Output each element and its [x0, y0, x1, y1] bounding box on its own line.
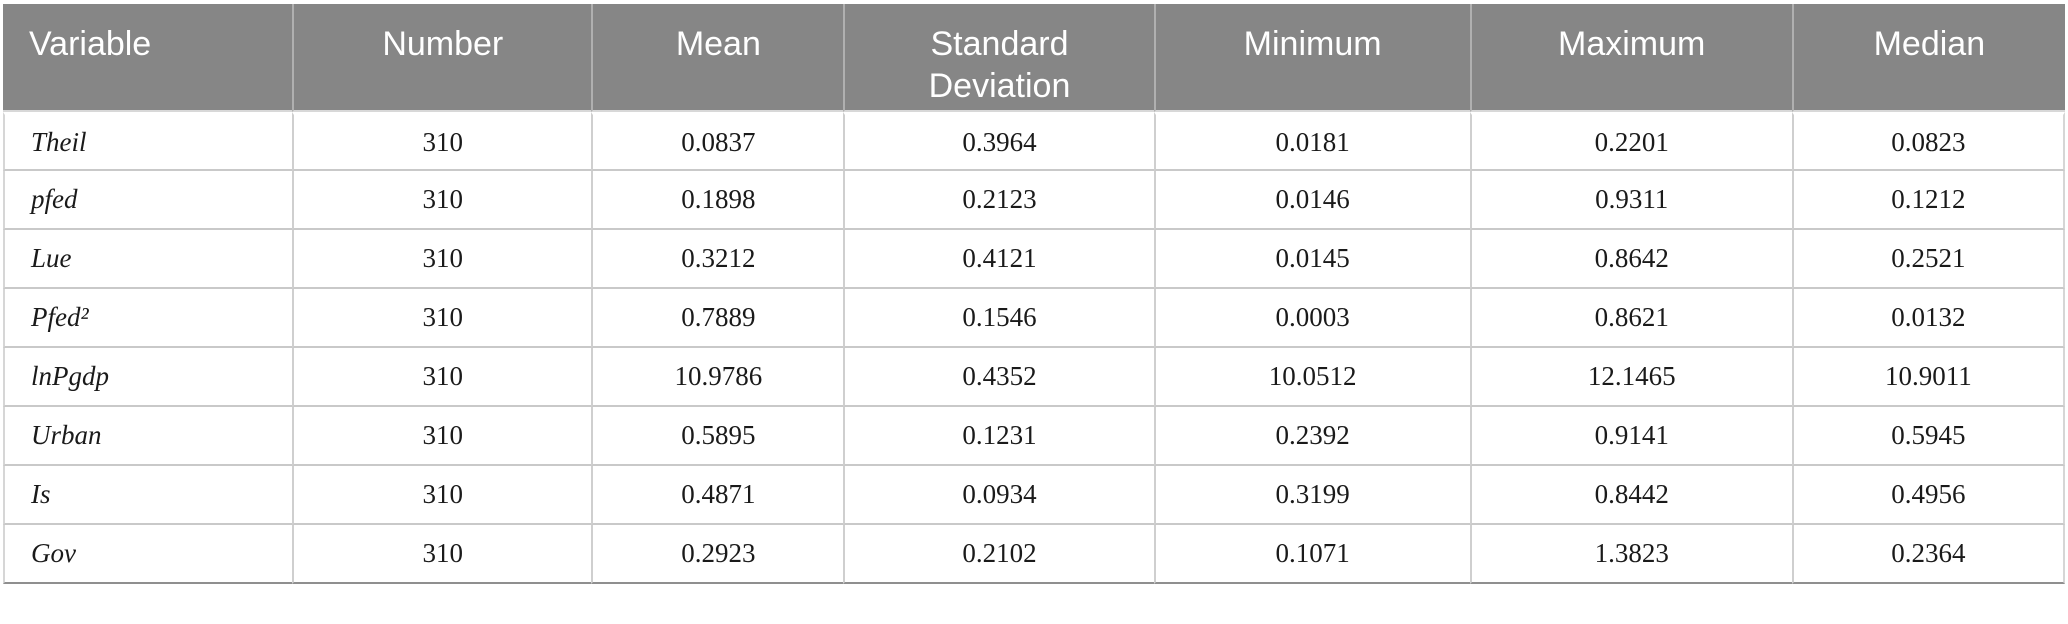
cell-variable: pfed [3, 171, 293, 230]
cell-number: 310 [292, 112, 592, 171]
column-header-max: Maximum [1469, 4, 1792, 112]
table-row: lnPgdp 310 10.9786 0.4352 10.0512 12.1465 10.9… [3, 348, 2065, 407]
cell-max: 12.1465 [1469, 348, 1792, 407]
cell-median: 0.2364 [1791, 525, 2065, 584]
cell-min: 0.0146 [1153, 171, 1470, 230]
column-header-sd: Standard Deviation [843, 4, 1154, 112]
cell-median: 10.9011 [1791, 348, 2065, 407]
cell-number: 310 [292, 407, 592, 466]
cell-min: 10.0512 [1153, 348, 1470, 407]
cell-sd: 0.1546 [843, 289, 1154, 348]
cell-min: 0.0145 [1153, 230, 1470, 289]
cell-max: 0.2201 [1469, 112, 1792, 171]
column-header-min: Minimum [1153, 4, 1470, 112]
cell-min: 0.3199 [1153, 466, 1470, 525]
cell-median: 0.2521 [1791, 230, 2065, 289]
cell-variable: Urban [3, 407, 293, 466]
table-row: Theil 310 0.0837 0.3964 0.0181 0.2201 0.0823 [3, 112, 2065, 171]
cell-number: 310 [292, 466, 592, 525]
table-row: Gov 310 0.2923 0.2102 0.1071 1.3823 0.2364 [3, 525, 2065, 584]
header-row: Variable Number Mean Standard Deviation Mini… [3, 4, 2065, 112]
cell-median: 0.4956 [1791, 466, 2065, 525]
cell-variable: Gov [3, 525, 293, 584]
table-row: Is 310 0.4871 0.0934 0.3199 0.8442 0.4956 [3, 466, 2065, 525]
cell-median: 0.5945 [1791, 407, 2065, 466]
cell-sd: 0.3964 [843, 112, 1154, 171]
cell-min: 0.2392 [1153, 407, 1470, 466]
column-header-number: Number [292, 4, 592, 112]
cell-min: 0.1071 [1153, 525, 1470, 584]
cell-number: 310 [292, 171, 592, 230]
cell-min: 0.0181 [1153, 112, 1470, 171]
cell-median: 0.0823 [1791, 112, 2065, 171]
cell-variable: lnPgdp [3, 348, 293, 407]
cell-max: 0.8642 [1469, 230, 1792, 289]
cell-sd: 0.0934 [843, 466, 1154, 525]
table-row: Pfed² 310 0.7889 0.1546 0.0003 0.8621 0.0132 [3, 289, 2065, 348]
cell-sd: 0.1231 [843, 407, 1154, 466]
descriptive-statistics-table: Variable Number Mean Standard Deviation Mini… [3, 4, 2065, 584]
table-header: Variable Number Mean Standard Deviation Mini… [3, 4, 2065, 112]
cell-mean: 10.9786 [591, 348, 844, 407]
cell-variable: Pfed² [3, 289, 293, 348]
cell-mean: 0.7889 [591, 289, 844, 348]
table-body: Theil 310 0.0837 0.3964 0.0181 0.2201 0.0823 pf… [3, 112, 2065, 584]
column-header-median: Median [1791, 4, 2065, 112]
cell-mean: 0.1898 [591, 171, 844, 230]
table-row: pfed 310 0.1898 0.2123 0.0146 0.9311 0.1212 [3, 171, 2065, 230]
cell-min: 0.0003 [1153, 289, 1470, 348]
cell-number: 310 [292, 525, 592, 584]
table-row: Urban 310 0.5895 0.1231 0.2392 0.9141 0.5945 [3, 407, 2065, 466]
cell-sd: 0.4121 [843, 230, 1154, 289]
cell-variable: Lue [3, 230, 293, 289]
cell-variable: Is [3, 466, 293, 525]
cell-number: 310 [292, 348, 592, 407]
cell-variable: Theil [3, 112, 293, 171]
cell-max: 0.8442 [1469, 466, 1792, 525]
column-header-variable: Variable [3, 4, 293, 112]
cell-mean: 0.5895 [591, 407, 844, 466]
cell-max: 0.9311 [1469, 171, 1792, 230]
cell-mean: 0.4871 [591, 466, 844, 525]
cell-max: 1.3823 [1469, 525, 1792, 584]
cell-median: 0.1212 [1791, 171, 2065, 230]
statistics-table-container: Variable Number Mean Standard Deviation Mini… [3, 4, 2065, 584]
cell-sd: 0.4352 [843, 348, 1154, 407]
cell-sd: 0.2123 [843, 171, 1154, 230]
cell-mean: 0.2923 [591, 525, 844, 584]
cell-max: 0.9141 [1469, 407, 1792, 466]
table-row: Lue 310 0.3212 0.4121 0.0145 0.8642 0.2521 [3, 230, 2065, 289]
cell-max: 0.8621 [1469, 289, 1792, 348]
cell-mean: 0.0837 [591, 112, 844, 171]
column-header-mean: Mean [591, 4, 844, 112]
cell-median: 0.0132 [1791, 289, 2065, 348]
cell-mean: 0.3212 [591, 230, 844, 289]
cell-sd: 0.2102 [843, 525, 1154, 584]
cell-number: 310 [292, 289, 592, 348]
cell-number: 310 [292, 230, 592, 289]
